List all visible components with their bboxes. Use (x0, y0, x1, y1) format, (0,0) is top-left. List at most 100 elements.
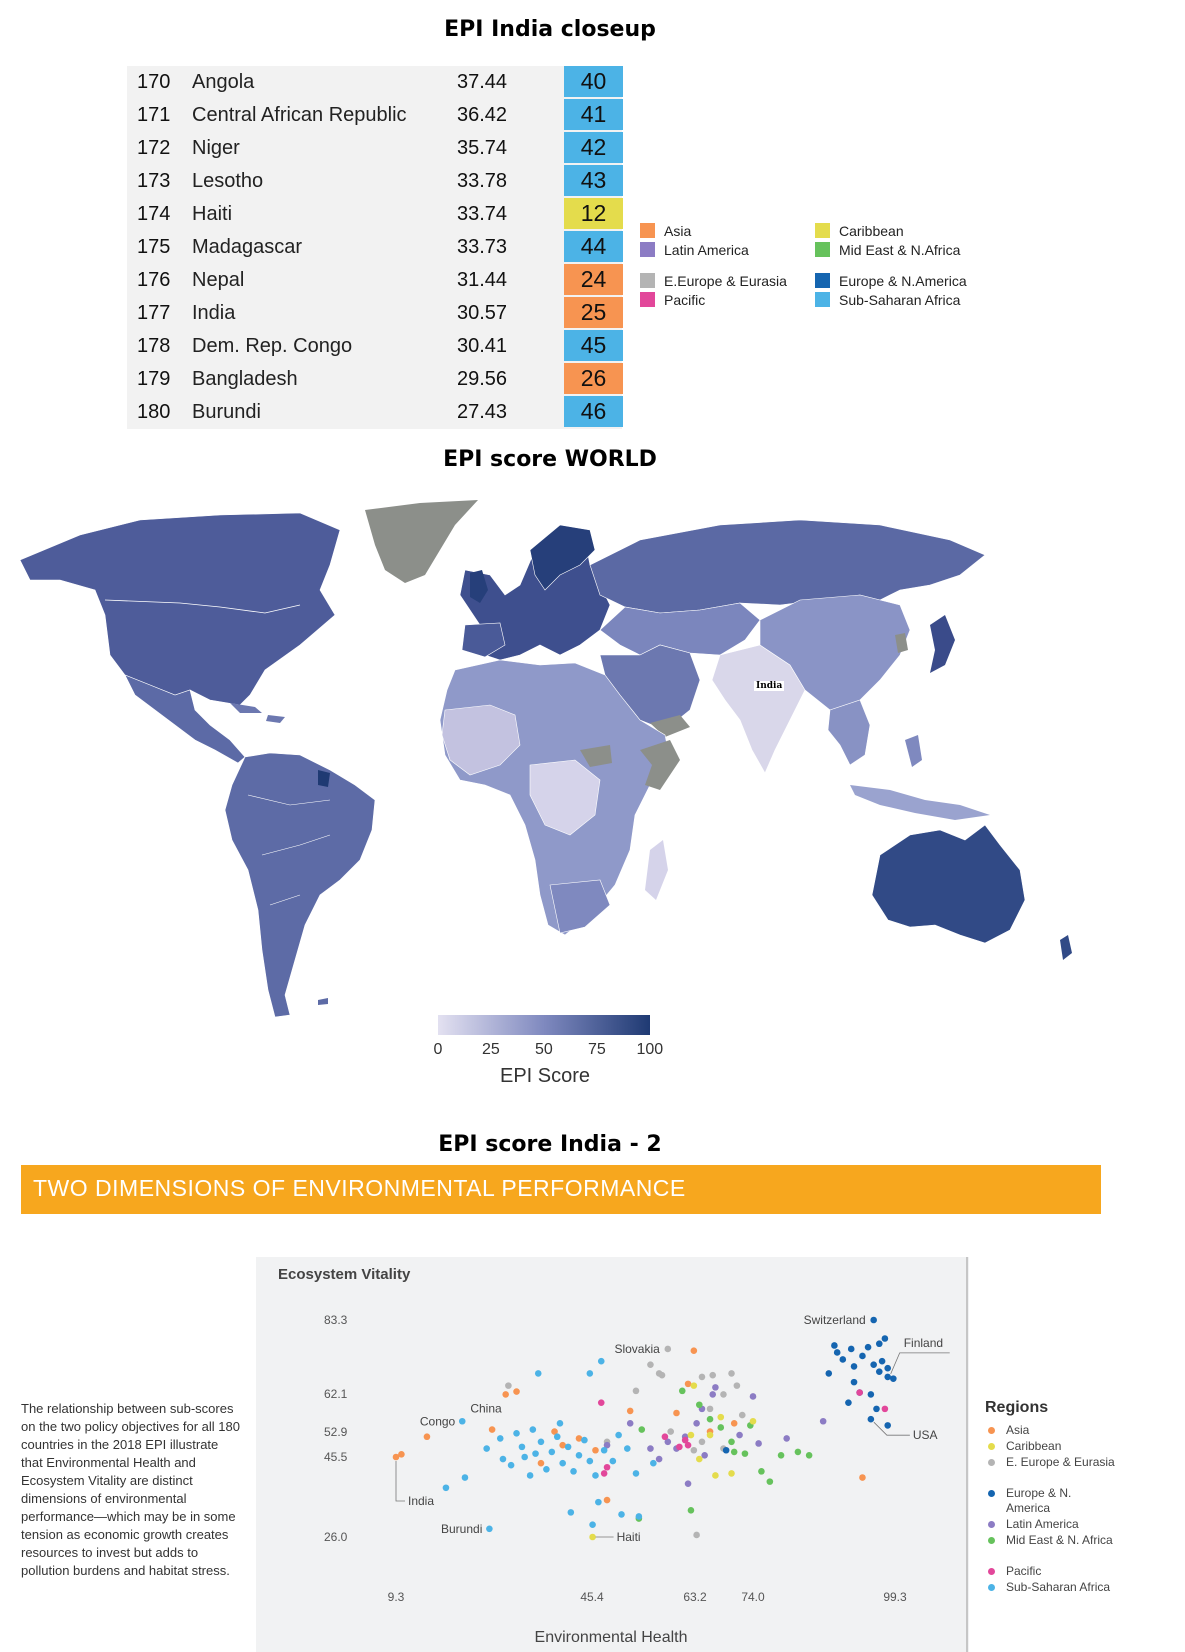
scatter-point (564, 1443, 572, 1451)
y-tick-label: 52.9 (324, 1425, 348, 1439)
scatter-point (706, 1405, 714, 1413)
scatter-point (794, 1448, 802, 1456)
scatter-point (881, 1335, 889, 1342)
legend-swatch (815, 223, 830, 238)
map-south-africa (549, 879, 611, 934)
scatter-point (845, 1399, 852, 1406)
score-cell: 33.78 (457, 170, 508, 192)
score-cell: 36.42 (457, 104, 508, 126)
scatter-point (661, 1433, 669, 1441)
y-tick-label: 62.1 (324, 1387, 348, 1401)
scatter-point (496, 1435, 504, 1442)
scatter-point (600, 1446, 608, 1454)
country-cell: Bangladesh (192, 368, 298, 390)
map-india-label: India (754, 681, 785, 691)
scatter-point (693, 1420, 700, 1427)
scatter-point (592, 1472, 599, 1479)
scatter-point (553, 1433, 561, 1441)
scatter-point (678, 1387, 686, 1395)
region-rank-badge: 44 (564, 231, 623, 262)
regions-dot (988, 1584, 995, 1591)
scatter-point (499, 1455, 507, 1463)
banner: TWO DIMENSIONS OF ENVIRONMENTAL PERFORMA… (21, 1165, 1101, 1214)
x-tick-label: 9.3 (388, 1590, 405, 1604)
x-tick-label: 99.3 (883, 1590, 907, 1604)
country-cell: Madagascar (192, 236, 303, 258)
region-rank-badge: 24 (564, 264, 623, 295)
scatter-point (825, 1370, 833, 1377)
scatter-point (575, 1452, 583, 1459)
map-lands (19, 500, 1072, 1018)
scatter-point (518, 1443, 526, 1451)
scatter-point (684, 1441, 692, 1449)
y-tick-label: 45.5 (324, 1450, 348, 1464)
table-row: 175 Madagascar 33.73 44 (127, 231, 623, 264)
scatter-point (673, 1409, 680, 1417)
colorbar (438, 1015, 650, 1035)
leader-line (873, 1421, 910, 1436)
legend-swatch (815, 292, 830, 307)
scatter-point (488, 1426, 496, 1433)
map-guiana (318, 770, 330, 787)
rank-cell: 171 (137, 104, 171, 126)
scatter-point (513, 1430, 520, 1437)
scatter-point (690, 1347, 698, 1355)
regions-dot (988, 1537, 995, 1544)
map-yemen (650, 715, 690, 737)
scatter-point (870, 1361, 877, 1368)
country-cell: Burundi (192, 401, 261, 423)
legend-swatch (640, 292, 655, 307)
scatter-point (717, 1413, 725, 1421)
table-row: 170 Angola 37.44 40 (127, 66, 623, 99)
rank-cell: 179 (137, 368, 171, 390)
map-caribbean (230, 703, 285, 723)
labeled-point (664, 1345, 672, 1353)
regions-dot (988, 1427, 995, 1434)
colorbar-tick: 50 (535, 1041, 553, 1058)
scatter-point (559, 1441, 566, 1449)
scatter-point (864, 1343, 872, 1351)
colorbar-title: EPI Score (500, 1065, 591, 1087)
title-closeup: EPI India closeup (444, 17, 656, 42)
colorbar-tick: 75 (588, 1041, 606, 1058)
scatter-point (543, 1466, 550, 1473)
scatter-point (749, 1393, 757, 1400)
title-world: EPI score WORLD (443, 447, 657, 472)
labeled-point (458, 1417, 466, 1425)
point-label: Haiti (617, 1530, 641, 1544)
scatter-point (635, 1513, 643, 1520)
regions-label: Asia (1006, 1423, 1030, 1437)
country-cell: Haiti (192, 203, 233, 225)
legend-label: Sub-Saharan Africa (839, 292, 961, 308)
scatter-point (551, 1428, 558, 1435)
country-cell: Nepal (192, 269, 245, 291)
scatter-point (728, 1438, 735, 1446)
scatter-point (681, 1436, 689, 1444)
scatter-point (603, 1496, 611, 1504)
scatter-point (567, 1509, 575, 1516)
scatter-point (755, 1440, 762, 1447)
point-label: India (408, 1494, 434, 1508)
scatter-point (603, 1463, 611, 1471)
scatter-point (730, 1448, 738, 1456)
scatter-point (717, 1424, 725, 1431)
scatter-point (709, 1371, 717, 1379)
scatter-point (884, 1422, 892, 1429)
legend-label: Caribbean (839, 223, 904, 239)
scatter-point (676, 1443, 683, 1451)
scatter-point (658, 1371, 666, 1379)
map-japan (930, 615, 955, 673)
map-iberia (461, 622, 506, 658)
country-cell: India (192, 302, 236, 324)
score-cell: 29.56 (457, 368, 508, 390)
scatter-point (664, 1438, 672, 1446)
scatter-point (783, 1435, 790, 1442)
regions-title: Regions (985, 1399, 1049, 1416)
legend-swatch (640, 273, 655, 288)
scatter-point (483, 1445, 490, 1452)
scatter-point (712, 1384, 719, 1391)
y-tick-label: 26.0 (324, 1530, 348, 1544)
scatter-point (701, 1452, 708, 1459)
map-south-america (224, 752, 376, 1018)
scatter-point (507, 1461, 515, 1469)
